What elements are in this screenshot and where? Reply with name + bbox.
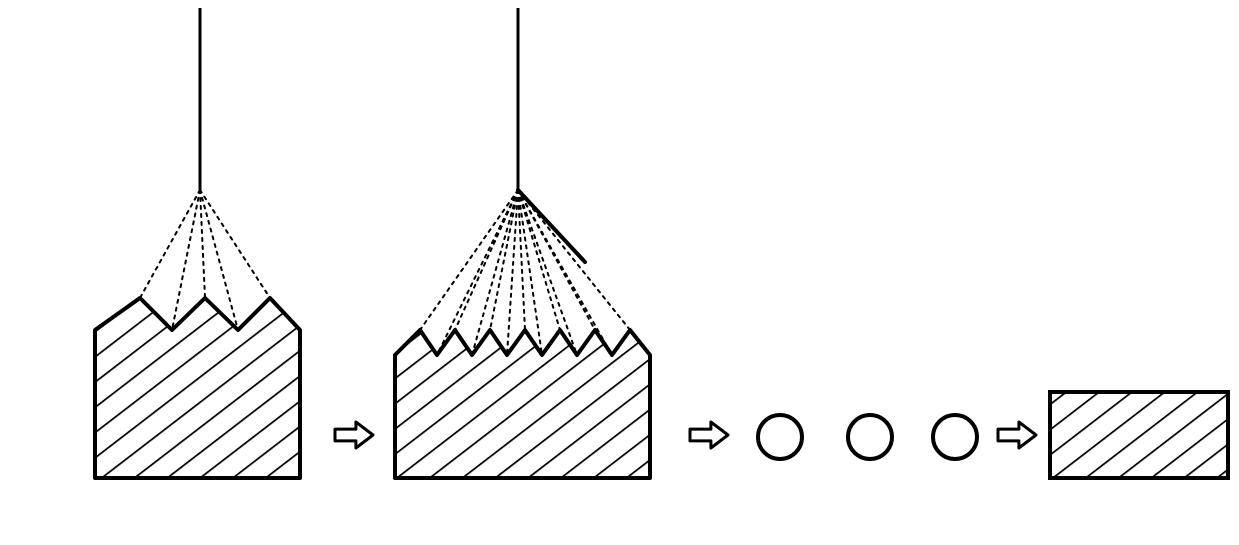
workpiece [95, 298, 300, 478]
arrow-step-1 [335, 422, 373, 448]
process-diagram [0, 0, 1239, 545]
circle [933, 415, 977, 459]
arrow-step-2 [690, 422, 728, 448]
circle [848, 415, 892, 459]
arrow-step-3 [998, 422, 1036, 448]
ellipsis-circles [758, 415, 977, 459]
panel-2 [395, 8, 650, 478]
panel-1 [95, 8, 300, 478]
solid-ray [518, 190, 585, 262]
workpiece [395, 330, 650, 478]
final-workpiece [1050, 392, 1228, 478]
circle [758, 415, 802, 459]
